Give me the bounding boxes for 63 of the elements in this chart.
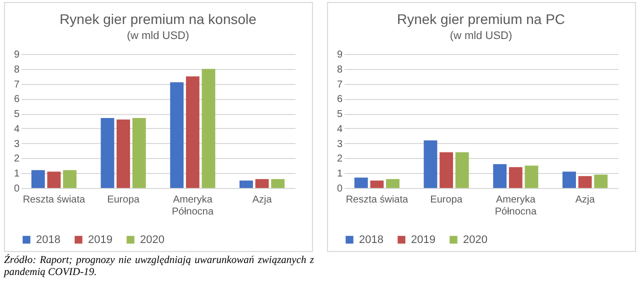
y-tick-label: 8 (336, 64, 343, 76)
bar (424, 140, 438, 188)
y-tick-label: 9 (336, 50, 343, 60)
y-tick-label: 0 (14, 184, 20, 194)
y-tick-label: 7 (14, 79, 20, 90)
x-tick-label: Azja (252, 194, 272, 206)
bar (186, 76, 200, 188)
bar (578, 176, 592, 188)
bar (594, 174, 608, 188)
x-tick-label: Europa (430, 194, 463, 206)
bar (202, 68, 216, 188)
x-tick-label: Europa (107, 194, 140, 206)
chart-subtitle: (w mld USD) (450, 30, 512, 42)
y-tick-label: 1 (14, 168, 20, 180)
bar (386, 179, 400, 188)
bar (354, 178, 368, 188)
bar (370, 180, 384, 188)
legend-label: 2020 (140, 234, 164, 246)
y-tick-label: 4 (336, 124, 343, 135)
bar (455, 152, 469, 188)
y-tick-label: 3 (14, 138, 20, 150)
x-tick-label: Ameryka Północna (494, 194, 537, 218)
legend-label: 2020 (463, 234, 488, 246)
y-tick-label: 6 (14, 94, 20, 106)
chart-title: Rynek gier premium na konsole (60, 11, 257, 27)
y-tick-label: 6 (336, 94, 343, 106)
y-tick-label: 5 (336, 109, 343, 120)
x-tick-label: Azja (575, 194, 596, 206)
bar (562, 172, 576, 188)
bar (116, 120, 130, 188)
y-tick-label: 9 (14, 50, 20, 60)
y-tick-label: 7 (336, 79, 343, 90)
chart-subtitle: (w mld USD) (126, 30, 190, 42)
bar (524, 166, 538, 188)
bar (31, 170, 45, 188)
bar (132, 118, 146, 188)
bar (508, 167, 522, 188)
legend-label: 2018 (36, 234, 60, 246)
bar (47, 172, 61, 188)
y-tick-label: 0 (336, 184, 343, 194)
y-tick-label: 5 (14, 109, 20, 120)
y-tick-label: 8 (14, 64, 20, 76)
chart-title: Rynek gier premium na PC (396, 11, 566, 27)
bar (440, 152, 454, 188)
legend-label: 2018 (359, 234, 384, 246)
y-tick-label: 2 (14, 154, 20, 165)
x-tick-label: Reszta świata (22, 194, 86, 206)
bar (170, 82, 184, 188)
text: Źródło: Raport; prognozy nie uwzględniają uwarunkowań związanych z pandemią COVID-19. (4, 255, 314, 280)
y-tick-label: 2 (336, 154, 343, 165)
y-tick-label: 4 (14, 124, 20, 135)
bar (271, 179, 285, 188)
y-tick-label: 1 (336, 168, 343, 180)
x-tick-label: Reszta świata (346, 194, 409, 206)
bar (255, 179, 269, 188)
legend-label: 2019 (88, 234, 112, 246)
bar (493, 164, 507, 188)
bar (240, 180, 253, 188)
x-tick-label: Ameryka Północna (172, 194, 214, 218)
bar (63, 170, 76, 188)
y-tick-label: 3 (336, 138, 343, 150)
legend-label: 2019 (411, 234, 436, 246)
bar (100, 118, 114, 188)
